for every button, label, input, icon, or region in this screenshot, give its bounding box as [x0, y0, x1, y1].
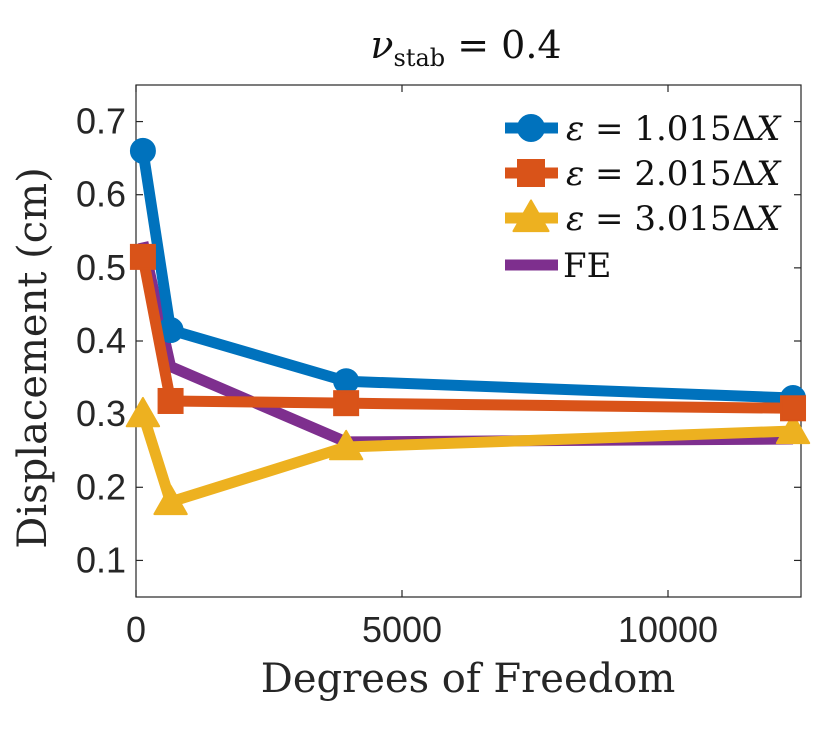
chart-title-subscript: stab [394, 44, 446, 72]
legend-label: FE [563, 246, 611, 286]
x-axis-label: Degrees of Freedom [261, 656, 676, 702]
legend-epsilon: ε [566, 109, 584, 149]
y-tick-label: 0.3 [76, 393, 126, 434]
series-square [129, 243, 807, 422]
legend-value: FE [563, 246, 611, 286]
legend-label: ε = 3.015ΔX [566, 199, 782, 239]
legend-item: ε = 1.015ΔX [505, 109, 782, 149]
square-marker [517, 159, 545, 187]
triangle-marker [153, 484, 188, 516]
legend-item: ε = 2.015ΔX [505, 154, 782, 194]
circle-marker [129, 137, 156, 164]
y-tick-label: 0.5 [76, 247, 126, 288]
legend-value: = 3.015Δ [584, 199, 756, 239]
x-tick-label: 0 [126, 609, 146, 650]
chart-title: νstab = 0.4 [370, 23, 561, 72]
legend-epsilon: ε [566, 154, 584, 194]
y-axis-label: Displacement (cm) [10, 167, 56, 548]
circle-marker [517, 114, 545, 142]
triangle-marker [775, 413, 811, 445]
series-group [125, 137, 811, 516]
legend-variable: X [753, 199, 782, 239]
tick-labels: 0.1 0.2 0.3 0.4 0.5 0.6 0.7 0 5000 10000 [76, 101, 718, 650]
legend-label: ε = 1.015ΔX [566, 109, 782, 149]
legend-value: = 1.015Δ [584, 109, 756, 149]
circle-marker [333, 368, 360, 395]
square-marker [129, 243, 156, 270]
square-marker [157, 387, 184, 414]
y-tick-label: 0.1 [76, 539, 126, 580]
y-tick-label: 0.2 [76, 466, 126, 507]
legend-epsilon: ε [566, 199, 584, 239]
legend-item: FE [505, 246, 611, 286]
legend-value: = 2.015Δ [584, 154, 756, 194]
triangle-marker [125, 396, 161, 428]
legend-label: ε = 2.015ΔX [566, 154, 782, 194]
y-tick-label: 0.4 [76, 320, 126, 361]
x-tick-label: 10000 [618, 609, 718, 650]
triangle-marker [512, 199, 550, 233]
y-tick-label: 0.6 [76, 174, 126, 215]
x-tick-label: 5000 [362, 609, 442, 650]
legend-variable: X [753, 154, 782, 194]
series-line [137, 255, 794, 414]
legend-variable: X [753, 109, 782, 149]
square-marker [333, 390, 360, 417]
series-line [137, 149, 794, 404]
chart-title-value: = 0.4 [445, 23, 561, 67]
legend-item: ε = 3.015ΔX [505, 199, 782, 239]
y-tick-label: 0.7 [76, 101, 126, 142]
triangle-marker [328, 429, 364, 461]
series-line [137, 412, 794, 508]
axes [135, 84, 802, 598]
square-marker [780, 395, 807, 422]
chart-title-nu: ν [370, 23, 393, 67]
series-triangle [125, 396, 811, 516]
